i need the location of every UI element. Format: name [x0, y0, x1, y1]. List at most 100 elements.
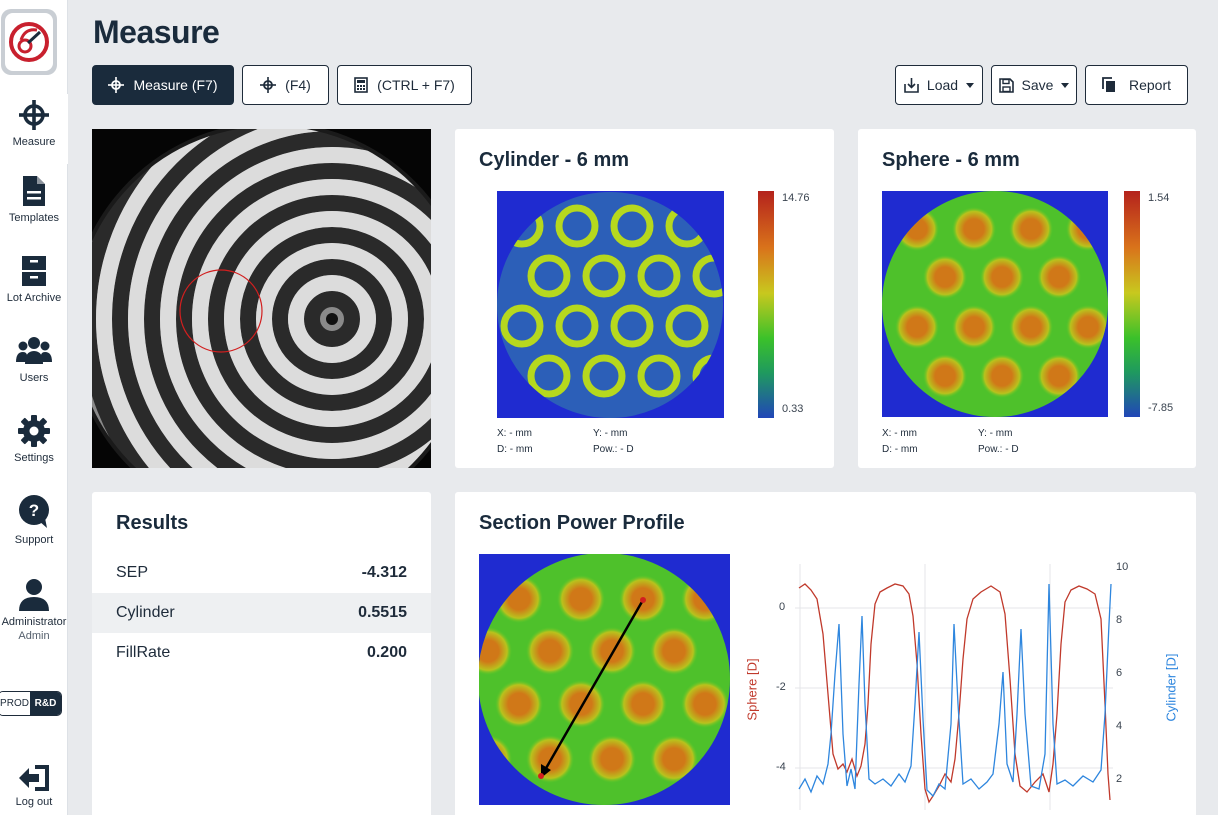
- sidebar-user[interactable]: Administrator Admin: [0, 578, 68, 642]
- result-label: SEP: [116, 564, 149, 581]
- result-label: FillRate: [116, 644, 171, 661]
- user-role: Admin: [18, 630, 50, 642]
- cylinder-d-readout: D: - mm: [497, 444, 533, 455]
- selection-circle[interactable]: [179, 269, 263, 353]
- user-name: Administrator: [1, 616, 67, 628]
- load-dropdown-button[interactable]: Load: [895, 65, 983, 105]
- cylinder-x-readout: X: - mm: [497, 428, 532, 439]
- logout-label: Log out: [15, 796, 53, 808]
- cylinder-heatmap[interactable]: [497, 191, 724, 418]
- cylinder-series-line: [798, 583, 1112, 798]
- cylinder-y-readout: Y: - mm: [593, 428, 628, 439]
- cylinder-axis-label: Cylinder [D]: [1163, 653, 1179, 722]
- report-button[interactable]: Report: [1085, 65, 1188, 105]
- sidebar-item-measure[interactable]: Measure: [0, 94, 68, 164]
- result-label: Cylinder: [116, 604, 175, 621]
- report-button-label: Report: [1128, 77, 1172, 93]
- crosshair-icon: [108, 77, 125, 93]
- sphere-scale-max: 1.54: [1148, 192, 1170, 204]
- logo-icon: [9, 22, 49, 62]
- sphere-series-line: [798, 583, 1111, 804]
- sidebar-item-users[interactable]: Users: [0, 334, 68, 384]
- chevron-down-icon: [966, 82, 975, 88]
- sphere-x-readout: X: - mm: [882, 428, 917, 439]
- cylinder-scale-min: 0.33: [782, 403, 804, 415]
- section-start-handle[interactable]: [640, 597, 646, 603]
- results-card: [92, 492, 431, 815]
- sidebar-item-label: Support: [14, 534, 54, 546]
- copy-document-icon: [1102, 77, 1115, 92]
- results-row-sep: SEP -4.312: [92, 553, 431, 593]
- chevron-down-icon: [1061, 82, 1070, 88]
- results-row-cylinder: Cylinder 0.5515: [92, 593, 431, 633]
- cylinder-heatmap-graphic: [497, 192, 723, 418]
- profile-title: Section Power Profile: [479, 512, 685, 534]
- sidebar-item-label: Measure: [12, 136, 56, 148]
- save-dropdown-button[interactable]: Save: [991, 65, 1077, 105]
- calculator-button[interactable]: (CTRL + F7): [337, 65, 472, 105]
- users-icon: [16, 337, 52, 364]
- sidebar-item-templates[interactable]: Templates: [0, 174, 68, 224]
- right-tick-label: 4: [1116, 720, 1123, 732]
- f4-button-label: (F4): [285, 77, 311, 93]
- right-tick-label: 10: [1116, 561, 1129, 573]
- cylinder-colorbar: [758, 191, 774, 418]
- gear-icon: [18, 415, 50, 447]
- load-icon: [904, 78, 919, 93]
- measure-button[interactable]: Measure (F7): [92, 65, 234, 105]
- measure-button-label: Measure (F7): [133, 77, 218, 93]
- logout-icon: [19, 765, 49, 791]
- section-line[interactable]: [543, 599, 645, 771]
- cylinder-scale-max: 14.76: [782, 192, 810, 204]
- results-title: Results: [116, 512, 189, 534]
- sidebar-item-lot-archive[interactable]: Lot Archive: [0, 254, 68, 304]
- document-icon: [23, 176, 45, 206]
- profile-section-map[interactable]: [478, 553, 730, 805]
- sphere-y-readout: Y: - mm: [978, 428, 1013, 439]
- left-tick-label: 0: [779, 601, 786, 613]
- right-tick-label: 2: [1116, 773, 1123, 785]
- sidebar-item-support[interactable]: ? Support: [0, 494, 68, 546]
- save-icon: [998, 77, 1014, 93]
- archive-icon: [22, 256, 46, 286]
- sidebar-item-label: Users: [19, 372, 49, 384]
- sidebar-item-settings[interactable]: Settings: [0, 414, 68, 464]
- logout-button[interactable]: Log out: [0, 764, 68, 808]
- env-prod-option[interactable]: PROD: [0, 692, 30, 715]
- sidebar-item-label: Templates: [8, 212, 60, 224]
- result-value: 0.5515: [358, 604, 407, 621]
- sphere-pow-readout: Pow.: - D: [978, 444, 1019, 455]
- calculator-icon: [354, 77, 368, 93]
- left-tick-label: -4: [776, 761, 786, 773]
- environment-toggle[interactable]: PROD R&D: [0, 691, 62, 716]
- sidebar-item-label: Settings: [14, 452, 54, 464]
- user-avatar-icon: [19, 579, 49, 611]
- crosshair-icon: [19, 100, 49, 130]
- calculator-button-label: (CTRL + F7): [377, 77, 455, 93]
- sphere-d-readout: D: - mm: [882, 444, 918, 455]
- sphere-heatmap-graphic: [882, 191, 1108, 417]
- cylinder-pow-readout: Pow.: - D: [593, 444, 634, 455]
- load-button-label: Load: [926, 77, 959, 93]
- save-button-label: Save: [1021, 77, 1054, 93]
- profile-line-chart[interactable]: [795, 564, 1113, 810]
- support-icon: ?: [19, 495, 49, 528]
- sphere-heatmap[interactable]: [882, 191, 1108, 417]
- right-tick-label: 8: [1116, 614, 1123, 626]
- results-row-fillrate: FillRate 0.200: [92, 633, 431, 673]
- app-logo[interactable]: [1, 9, 57, 75]
- f4-button[interactable]: (F4): [242, 65, 329, 105]
- env-rd-option[interactable]: R&D: [30, 692, 61, 715]
- interferogram-image[interactable]: [92, 129, 431, 468]
- sidebar: Measure Templates Lot Archive Users: [0, 0, 68, 815]
- interferogram-graphic: [92, 129, 431, 468]
- crosshair-icon: [260, 77, 277, 93]
- sphere-axis-label: Sphere [D]: [744, 658, 760, 721]
- profile-section-map-graphic: [478, 553, 730, 805]
- sidebar-item-label: Lot Archive: [6, 292, 62, 304]
- result-value: 0.200: [366, 644, 407, 661]
- result-value: -4.312: [361, 564, 407, 581]
- sphere-map-title: Sphere - 6 mm: [882, 149, 1020, 171]
- section-end-handle[interactable]: [538, 773, 544, 779]
- sphere-scale-min: -7.85: [1148, 402, 1174, 414]
